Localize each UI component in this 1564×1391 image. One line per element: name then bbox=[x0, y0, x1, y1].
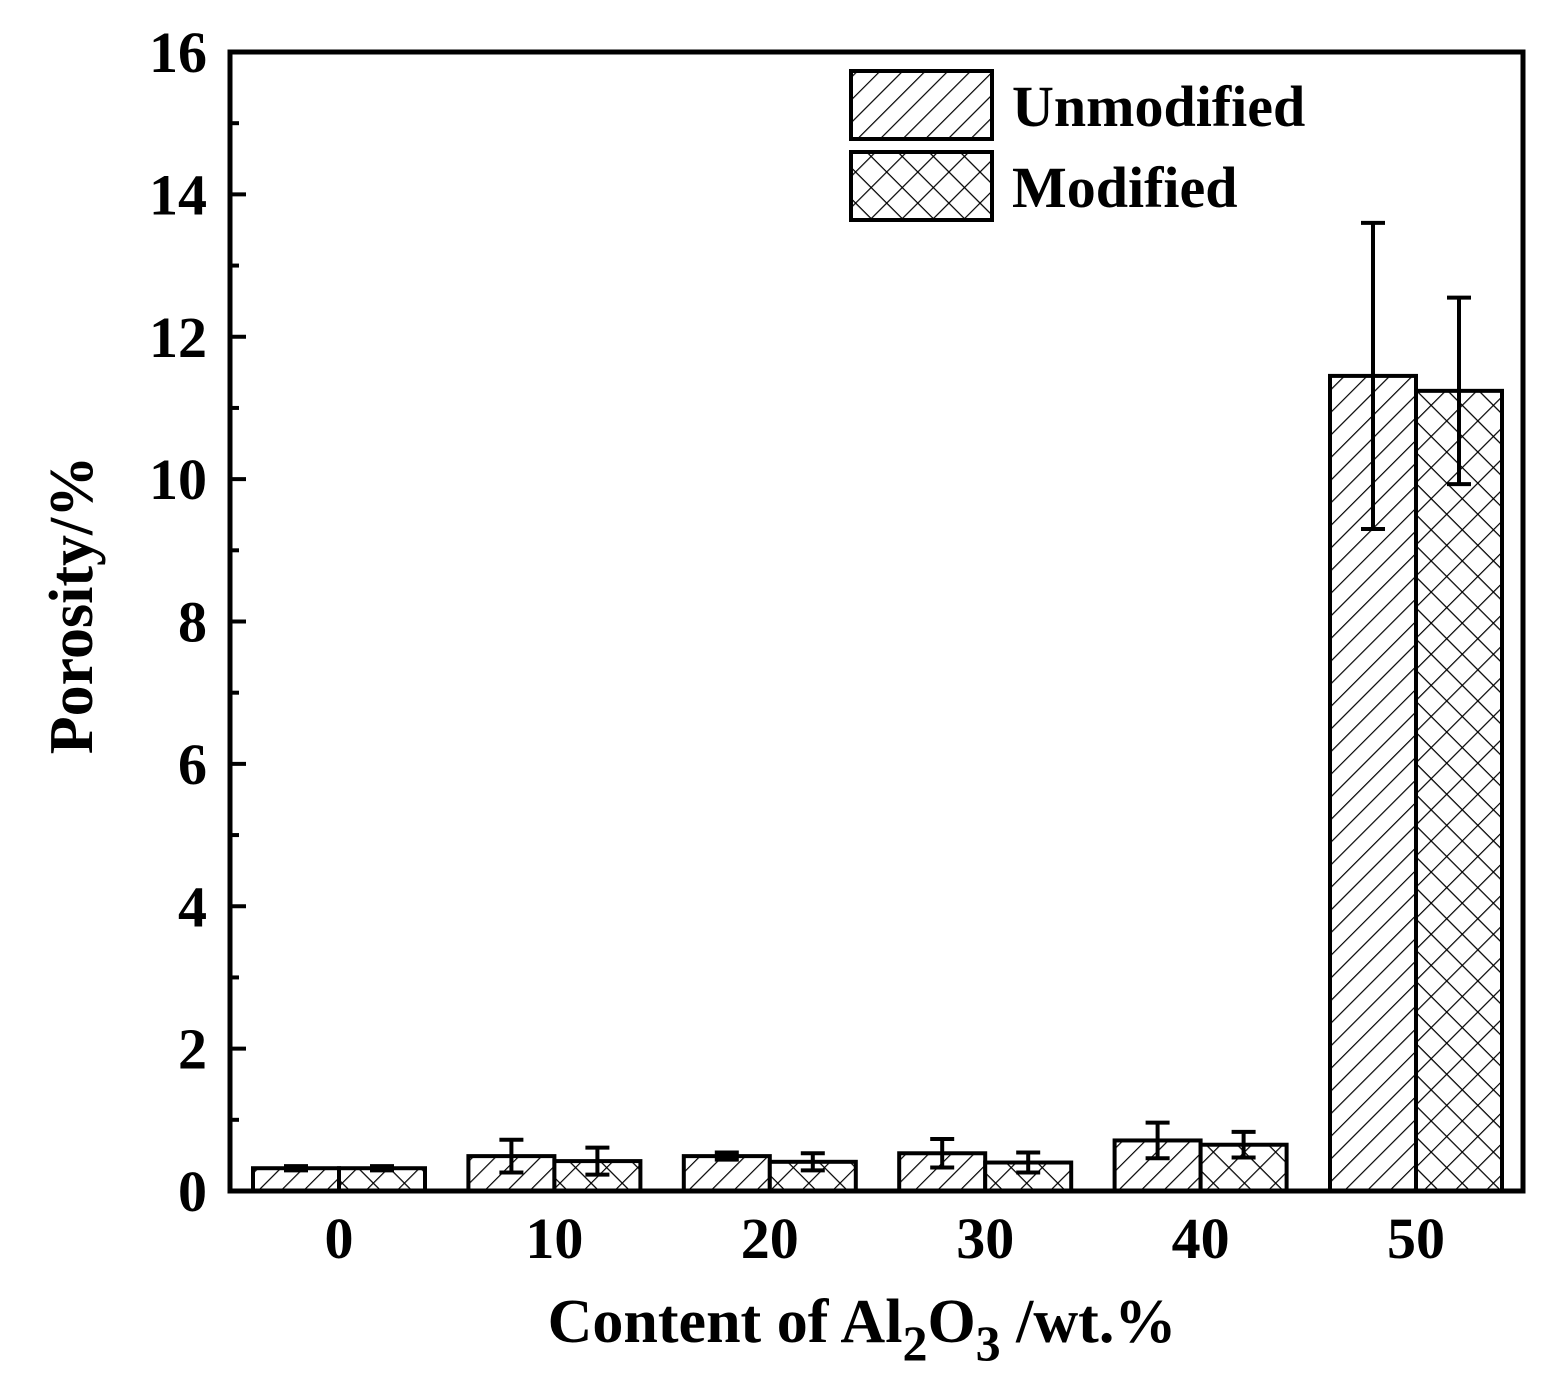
x-tick-label-0: 0 bbox=[325, 1206, 354, 1271]
x-axis-title: Content of Al2O3 /wt.% bbox=[548, 1288, 1177, 1371]
y-tick-label-14: 14 bbox=[149, 162, 207, 227]
x-axis-title-mid: O bbox=[927, 1288, 975, 1356]
x-axis-title-subscript-2: 2 bbox=[902, 1315, 927, 1371]
y-tick-label-2: 2 bbox=[178, 1017, 207, 1082]
y-tick-label-4: 4 bbox=[178, 874, 207, 939]
y-axis-ticks: 0 2 4 6 8 10 12 14 16 bbox=[149, 20, 246, 1224]
x-tick-label-10: 10 bbox=[525, 1206, 583, 1271]
x-tick-label-30: 30 bbox=[956, 1206, 1014, 1271]
error-bar-modified-50 bbox=[1447, 295, 1471, 487]
legend-label-unmodified: Unmodified bbox=[1012, 74, 1305, 139]
legend-swatch-unmodified bbox=[849, 69, 994, 141]
y-tick-label-0: 0 bbox=[178, 1159, 207, 1224]
error-bars-layer bbox=[284, 220, 1471, 1177]
bar-modified-50 bbox=[1414, 388, 1504, 1194]
legend-swatch-modified bbox=[849, 150, 994, 222]
error-bar-modified-40 bbox=[1231, 1129, 1256, 1160]
error-bar-modified-10 bbox=[585, 1145, 610, 1177]
x-axis-tick-labels: 0 10 20 30 40 50 bbox=[325, 1206, 1446, 1271]
legend-label-modified: Modified bbox=[1012, 155, 1238, 220]
x-axis-title-prefix: Content of Al bbox=[548, 1288, 903, 1356]
y-tick-label-10: 10 bbox=[149, 447, 207, 512]
error-bar-unmodified-20 bbox=[714, 1150, 739, 1162]
y-tick-label-8: 8 bbox=[178, 590, 207, 655]
y-tick-label-16: 16 bbox=[149, 20, 207, 85]
error-bar-modified-30 bbox=[1016, 1150, 1041, 1175]
error-bar-unmodified-50 bbox=[1361, 220, 1385, 531]
error-bar-unmodified-30 bbox=[930, 1137, 955, 1170]
y-tick-label-6: 6 bbox=[178, 732, 207, 797]
x-tick-label-20: 20 bbox=[741, 1206, 799, 1271]
x-axis-title-subscript-3: 3 bbox=[976, 1315, 1001, 1371]
y-tick-label-12: 12 bbox=[149, 305, 207, 370]
x-tick-label-50: 50 bbox=[1387, 1206, 1445, 1271]
y-axis-title: Porosity/% bbox=[38, 456, 106, 755]
error-bar-modified-20 bbox=[800, 1151, 825, 1173]
error-bar-unmodified-10 bbox=[499, 1137, 524, 1175]
x-tick-label-40: 40 bbox=[1172, 1206, 1230, 1271]
legend: Unmodified Modified bbox=[849, 69, 1305, 222]
error-bar-modified-0 bbox=[370, 1164, 394, 1173]
error-bar-unmodified-40 bbox=[1145, 1120, 1170, 1161]
error-bar-unmodified-0 bbox=[284, 1164, 308, 1173]
x-axis-title-suffix: /wt.% bbox=[1001, 1288, 1177, 1356]
bars-layer bbox=[251, 373, 1504, 1194]
